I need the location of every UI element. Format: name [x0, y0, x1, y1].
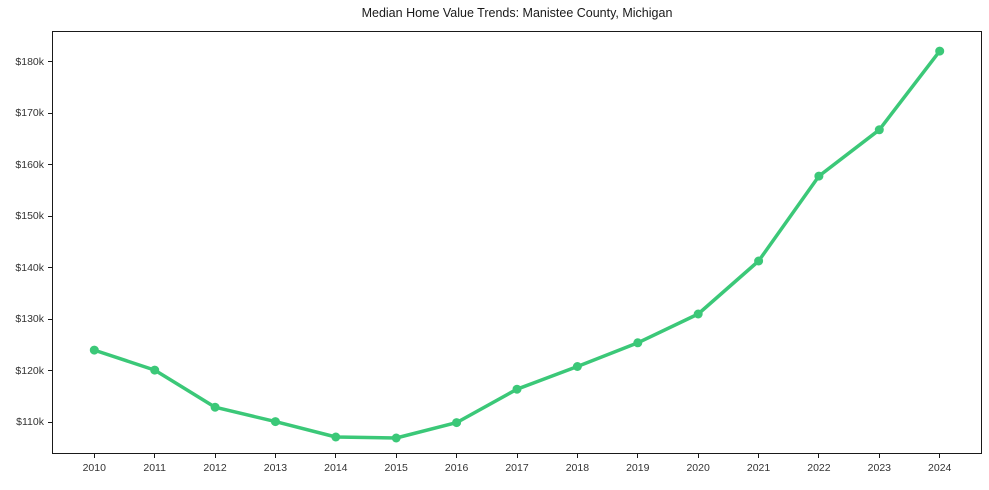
x-axis-tick-label: 2022 — [807, 462, 831, 474]
x-axis-tick — [697, 454, 699, 458]
y-axis-tick — [48, 421, 52, 423]
data-point-marker — [633, 338, 643, 348]
x-axis-tick-label: 2017 — [505, 462, 529, 474]
x-axis-tick — [637, 454, 639, 458]
trend-line-svg — [89, 46, 945, 443]
x-axis-tick — [878, 454, 880, 458]
y-axis-tick-label: $170k — [15, 107, 44, 120]
y-axis-tick-label: $130k — [15, 313, 44, 326]
x-axis-tick — [818, 454, 820, 458]
y-axis-tick-label: $160k — [15, 158, 44, 171]
data-point-marker — [935, 46, 945, 56]
y-axis-tick — [48, 370, 52, 372]
data-point-marker — [89, 345, 99, 355]
x-axis-tick-label: 2013 — [263, 462, 288, 474]
y-axis-tick-label: $180k — [15, 55, 44, 68]
data-point-marker — [150, 365, 160, 375]
y-axis-tick-label: $120k — [15, 364, 44, 377]
plot-area — [52, 31, 982, 454]
y-axis-tick-label: $110k — [16, 416, 44, 429]
y-axis-tick — [48, 61, 52, 63]
y-axis-tick — [48, 267, 52, 269]
x-axis-tick-label: 2018 — [565, 462, 590, 474]
y-axis-tick — [48, 112, 52, 114]
data-point-marker — [391, 433, 401, 443]
x-axis-tick-label: 2015 — [384, 462, 408, 474]
x-axis-tick — [395, 454, 397, 458]
data-point-marker — [270, 417, 280, 427]
chart-title: Median Home Value Trends: Manistee Count… — [361, 6, 673, 20]
x-axis-tick — [335, 454, 337, 458]
y-axis-tick-label: $150k — [15, 210, 44, 223]
x-axis-tick-label: 2021 — [746, 462, 771, 474]
x-axis-tick-label: 2012 — [203, 462, 227, 474]
x-axis-tick — [939, 454, 941, 458]
x-axis-tick-label: 2023 — [867, 462, 891, 474]
y-axis-tick — [48, 215, 52, 217]
data-point-marker — [754, 256, 764, 266]
x-axis-tick — [214, 454, 216, 458]
x-axis-tick-label: 2019 — [626, 462, 650, 474]
data-point-marker — [210, 402, 220, 412]
y-axis-tick — [48, 164, 52, 166]
x-axis-tick — [154, 454, 156, 458]
data-point-marker — [452, 418, 462, 428]
data-point-marker — [512, 384, 522, 394]
y-axis-tick-label: $140k — [15, 261, 44, 274]
x-axis-tick-label: 2010 — [82, 462, 106, 474]
data-point-marker — [693, 309, 703, 319]
data-point-marker — [814, 171, 824, 181]
x-axis-tick — [93, 454, 95, 458]
y-axis-tick — [48, 318, 52, 320]
data-point-marker — [331, 432, 341, 442]
x-axis-tick — [516, 454, 518, 458]
x-axis-tick — [758, 454, 760, 458]
x-axis-tick — [456, 454, 458, 458]
x-axis-tick-label: 2020 — [686, 462, 710, 474]
x-axis-tick-label: 2014 — [324, 462, 348, 474]
data-point-marker — [874, 125, 884, 135]
data-point-marker — [572, 362, 582, 371]
x-axis-tick-label: 2011 — [143, 462, 166, 474]
x-axis-tick-label: 2024 — [928, 462, 952, 474]
x-axis-tick — [274, 454, 276, 458]
x-axis-tick — [576, 454, 578, 458]
x-axis-tick-label: 2016 — [444, 462, 469, 474]
